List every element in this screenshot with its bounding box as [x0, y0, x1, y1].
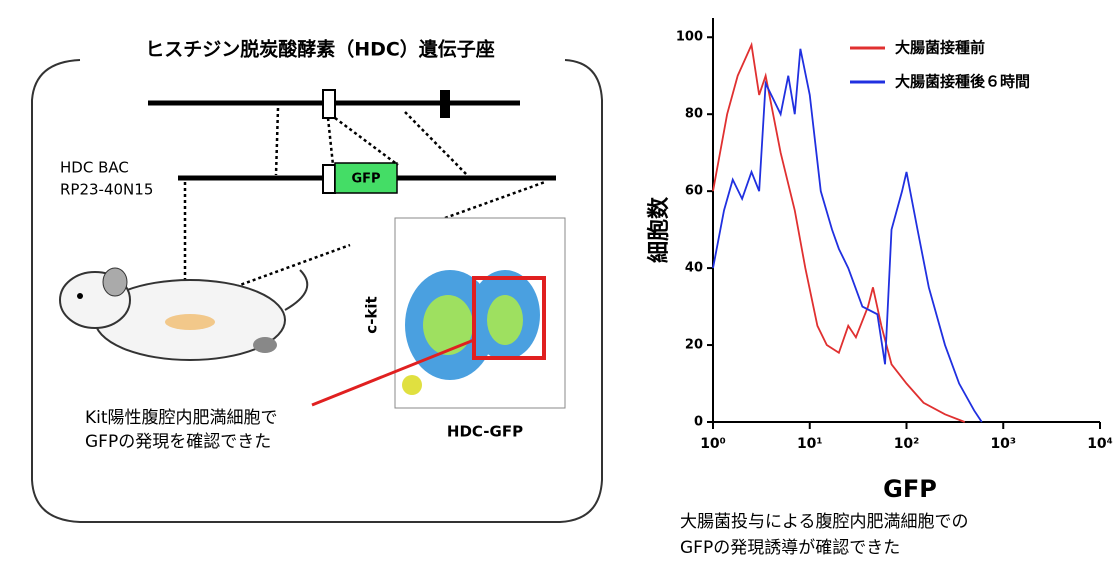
exon	[323, 90, 335, 118]
bac-label: RP23-40N15	[60, 181, 153, 199]
caption: GFPの発現誘導が確認できた	[680, 538, 900, 558]
caption: 大腸菌投与による腹腔内肥満細胞での	[680, 512, 969, 532]
mouse	[60, 268, 307, 360]
legend-label: 大腸菌接種後６時間	[895, 73, 1030, 91]
y-tick-label: 80	[685, 107, 703, 122]
diagram-title: ヒスチジン脱炭酸酵素（HDC）遺伝子座	[145, 38, 495, 61]
gfp-label: GFP	[351, 172, 380, 187]
legend-label: 大腸菌接種前	[895, 39, 985, 57]
series-line	[713, 49, 982, 422]
exon	[440, 90, 450, 118]
note: GFPの発現を確認できた	[85, 432, 271, 452]
series-line	[713, 45, 965, 422]
facs-x-label: HDC-GFP	[447, 423, 523, 441]
x-tick-label: 10⁴	[1087, 436, 1113, 452]
y-tick-label: 40	[685, 261, 703, 276]
x-tick-label: 10³	[990, 436, 1016, 452]
bac-label: HDC BAC	[60, 159, 129, 177]
x-tick-label: 10²	[894, 436, 920, 452]
note: Kit陽性腹腔内肥満細胞で	[85, 408, 278, 428]
x-axis-title: GFP	[883, 475, 937, 503]
y-axis-title: 細胞数	[646, 196, 672, 263]
y-tick-label: 60	[685, 184, 703, 199]
y-tick-label: 20	[685, 338, 703, 353]
exon	[323, 165, 335, 193]
y-tick-label: 100	[676, 30, 703, 45]
x-tick-label: 10¹	[797, 436, 823, 452]
y-tick-label: 0	[694, 415, 703, 430]
x-tick-label: 10⁰	[700, 436, 726, 452]
facs-y-label: c-kit	[363, 296, 381, 333]
figure: ヒスチジン脱炭酸酵素（HDC）遺伝子座 GFP HDC BAC RP23-40N…	[0, 0, 1118, 563]
facs-plot	[312, 218, 565, 408]
